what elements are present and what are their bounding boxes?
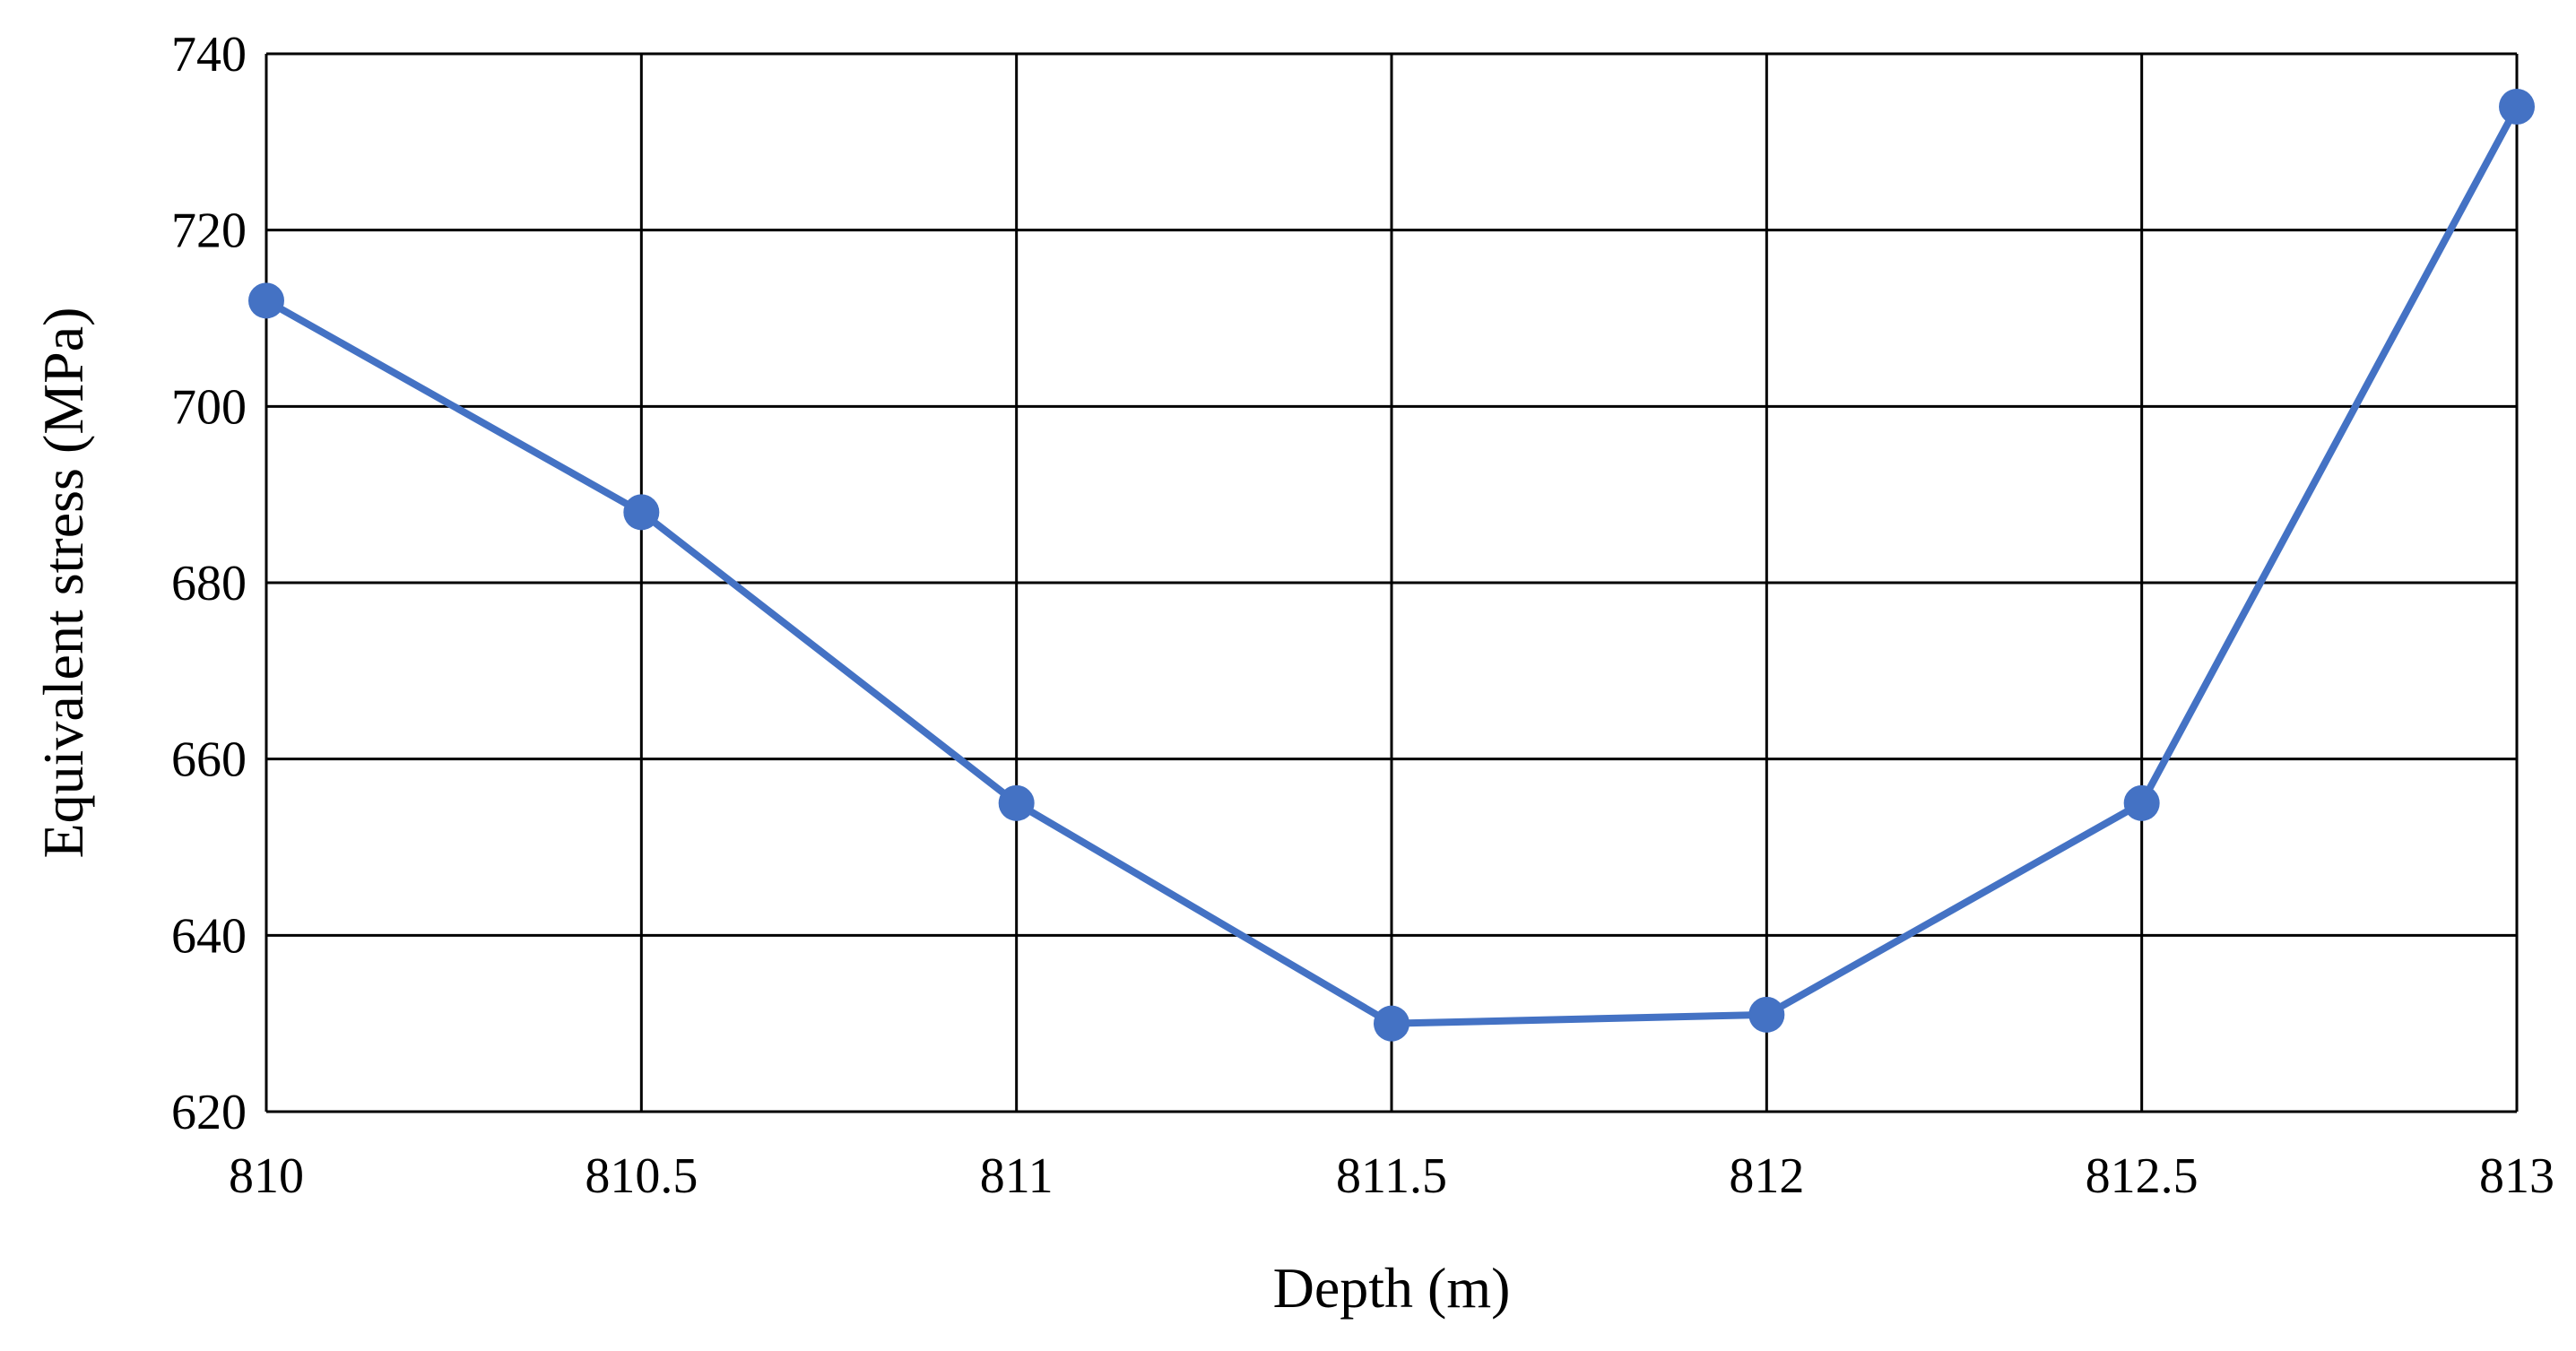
y-axis-title: Equivalent stress (MPa): [31, 307, 95, 859]
y-tick-label: 700: [171, 379, 247, 435]
x-tick-label: 810: [229, 1148, 304, 1204]
x-tick-label: 812.5: [2086, 1148, 2199, 1204]
grid: [265, 52, 2519, 1113]
data-point: [2499, 89, 2535, 125]
data-point: [623, 494, 660, 531]
x-tick-label: 811: [980, 1148, 1054, 1204]
x-axis-title: Depth (m): [1273, 1256, 1511, 1320]
tick-labels: 620 640 660 680 700 720 740 810 810.5 811 811.5 812…: [171, 27, 2554, 1204]
x-tick-label: 813: [2479, 1148, 2554, 1204]
x-tick-label: 811.5: [1336, 1148, 1447, 1204]
y-tick-label: 740: [171, 27, 247, 82]
data-point: [2123, 784, 2160, 821]
data-point: [248, 282, 284, 319]
data-point: [998, 784, 1035, 821]
x-tick-label: 810.5: [585, 1148, 698, 1204]
y-tick-label: 620: [171, 1085, 247, 1140]
y-tick-label: 720: [171, 204, 247, 259]
y-tick-label: 680: [171, 556, 247, 611]
series-layer: [248, 89, 2535, 1042]
data-point: [1748, 996, 1785, 1033]
y-tick-label: 660: [171, 732, 247, 788]
data-point: [1374, 1005, 1409, 1042]
y-tick-label: 640: [171, 908, 247, 964]
x-tick-label: 812: [1729, 1148, 1804, 1204]
